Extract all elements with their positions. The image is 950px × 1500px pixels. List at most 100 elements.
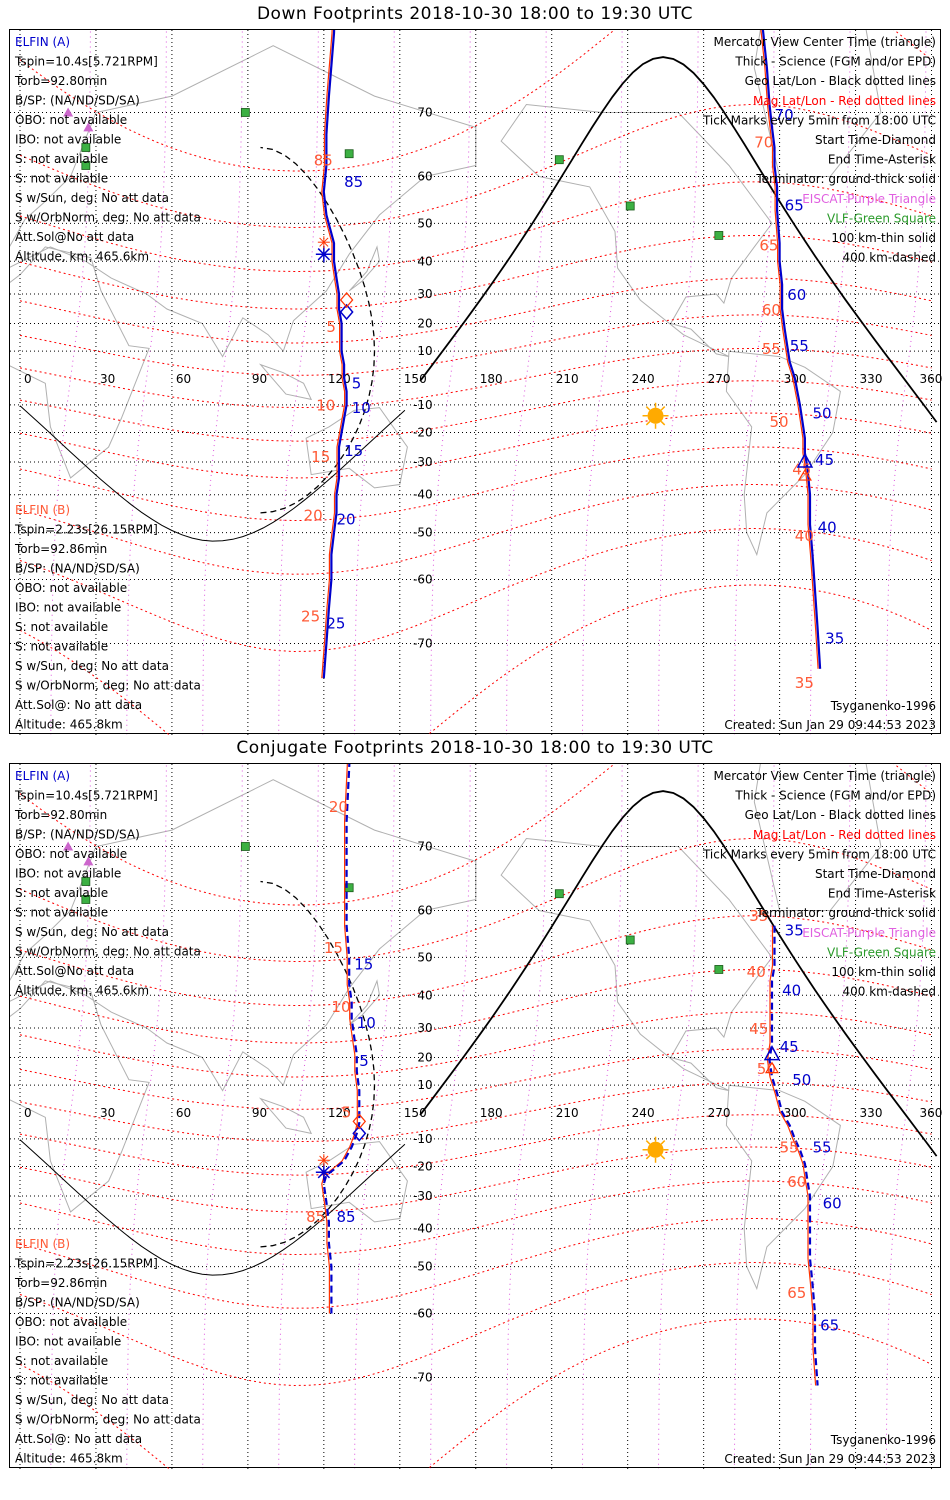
terminator-line xyxy=(419,56,938,423)
mag-footprint-track xyxy=(766,925,817,1386)
mag-tick-label: 10 xyxy=(331,998,350,1016)
mag-meridian xyxy=(733,764,775,1469)
footprint-100km-line xyxy=(19,1139,406,1276)
sun-icon xyxy=(647,407,664,424)
map-panel-conjugate: 0 30 60 90 120 150 180 210 240 270 300 330 360 70 60 50… xyxy=(9,763,942,1469)
footprint-400km-line xyxy=(260,146,376,514)
mag-tick-label: 85 xyxy=(306,1208,325,1226)
track-tick-label: 20 xyxy=(337,510,356,528)
legend-entry: Thick - Science (FGM and/or EPD) xyxy=(734,55,936,69)
vlf-site-square xyxy=(554,155,564,165)
legend-entry: Terminator: ground-thick solid xyxy=(755,172,936,186)
sun-ray xyxy=(645,406,651,411)
mag-tick-label: 55 xyxy=(780,1139,799,1157)
mag-tick-label: 60 xyxy=(787,1173,806,1191)
mag-tick-label: 45 xyxy=(792,461,811,479)
continent-outline xyxy=(10,246,150,479)
legend-entry: EISCAT-Purple Triangle xyxy=(802,192,936,206)
legend-entry: Mag Lat/Lon - Red dotted lines xyxy=(753,828,936,842)
elfin-b-info-line: S w/OrbNorm, deg: No att data xyxy=(15,1413,201,1427)
continent-outline xyxy=(348,245,381,292)
map-panel-down: 0 30 60 90 120 150 180 210 240 270 300 330 360 70 60 50… xyxy=(9,29,942,735)
center-time-triangle-icon xyxy=(797,468,812,481)
mag-footprint-track xyxy=(321,764,358,1314)
legend-entry: VLF-Green Square xyxy=(827,211,936,225)
vlf-site-square xyxy=(714,231,724,240)
continent-outline xyxy=(258,1097,313,1135)
mag-tick-label: 5 xyxy=(342,1103,352,1121)
mag-tick-label: 10 xyxy=(316,396,335,414)
mag-tick-label: 65 xyxy=(787,1284,806,1302)
eiscat-site-triangle xyxy=(63,107,74,117)
footprint-track-b xyxy=(761,30,822,669)
elfin-b-info-line: S: not available xyxy=(15,620,108,634)
lon-tick-label: 0 xyxy=(24,1106,32,1120)
elfin-a-info-line: S: not available xyxy=(15,152,108,166)
center-time-triangle-icon xyxy=(763,1045,781,1061)
elfin-a-info-line: Torb=92.80min xyxy=(14,74,107,88)
elfin-a-info-line: Tspin=10.4s[5.721RPM] xyxy=(14,789,158,803)
mag-parallel xyxy=(19,1114,932,1176)
lon-tick-label: 360 xyxy=(920,1106,942,1120)
mag-parallel xyxy=(19,1180,932,1256)
lon-tick-label: 60 xyxy=(176,1106,191,1120)
elfin-a-info-line: S w/OrbNorm, deg: No att data xyxy=(15,211,201,225)
lon-tick-label: 180 xyxy=(480,1106,503,1120)
elfin-b-info-line: Att.Sol@: No att data xyxy=(15,698,142,712)
vlf-site-square xyxy=(81,161,91,170)
mag-tick-label: 15 xyxy=(311,448,330,466)
track-tick-label: 5 xyxy=(359,1052,369,1070)
lon-tick-label: 360 xyxy=(920,372,942,386)
eiscat-site-triangle xyxy=(83,122,94,132)
mag-meridian xyxy=(582,30,623,735)
lat-tick-label: -60 xyxy=(413,1306,433,1320)
footprint-track-a xyxy=(322,30,348,679)
lat-tick-label: 10 xyxy=(417,344,432,358)
elfin-a-info-line: S: not available xyxy=(15,172,108,186)
track-tick-label: 60 xyxy=(787,286,806,304)
mag-meridian xyxy=(202,30,243,735)
mag-parallel xyxy=(19,1082,932,1142)
elfin-b-info-line: Torb=92.86min xyxy=(14,542,107,556)
sun-ray xyxy=(645,1140,651,1145)
legend-entry: End Time-Asterisk xyxy=(828,887,936,901)
center-time-triangle-icon xyxy=(796,452,814,468)
track-tick-label: 10 xyxy=(352,399,371,417)
elfin-b-info-line: Tspin=2.23s[26.15RPM] xyxy=(14,523,158,537)
mag-parallel xyxy=(19,103,932,229)
elfin-a-info-line: S: not available xyxy=(15,886,108,900)
mag-meridian xyxy=(658,30,699,735)
lat-tick-label: -40 xyxy=(413,1222,433,1236)
mag-parallel xyxy=(19,380,932,442)
track-tick-label: 35 xyxy=(825,630,844,648)
track-tick-label: 40 xyxy=(818,519,837,537)
lat-tick-label: -70 xyxy=(413,637,433,651)
lon-tick-label: 240 xyxy=(632,372,655,386)
mag-parallel xyxy=(19,412,932,479)
sun-ray xyxy=(645,1154,651,1160)
elfin-b-info-line: IBO: not available xyxy=(15,1335,121,1349)
start-diamond-icon xyxy=(352,1113,367,1130)
mag-parallel xyxy=(19,1318,932,1469)
legend-entry: Terminator: ground-thick solid xyxy=(755,906,936,920)
panel-title-down: Down Footprints 2018-10-30 18:00 to 19:3… xyxy=(256,4,694,24)
lon-tick-label: 240 xyxy=(632,1106,655,1120)
lon-tick-label: 150 xyxy=(404,372,427,386)
mag-meridian xyxy=(202,764,243,1469)
mag-tick-label: 40 xyxy=(795,527,814,545)
mag-parallel xyxy=(19,348,932,408)
lat-tick-label: -20 xyxy=(413,1160,433,1174)
legend-entry: VLF-Green Square xyxy=(827,945,936,959)
mag-tick-label: 65 xyxy=(759,237,778,255)
legend-entry: Geo Lat/Lon - Black dotted lines xyxy=(745,808,936,822)
continent-outline xyxy=(500,837,773,1092)
mag-parallel xyxy=(19,527,932,653)
lat-tick-label: -40 xyxy=(413,488,433,502)
track-tick-label: 15 xyxy=(354,955,373,973)
mag-parallel xyxy=(19,1048,932,1110)
lat-tick-label: -50 xyxy=(413,1260,433,1274)
continent-outline xyxy=(500,103,773,358)
track-tick-label: 55 xyxy=(790,337,809,355)
continent-outline xyxy=(10,980,150,1213)
elfin-b-info-line: Tspin=2.23s[26.15RPM] xyxy=(14,1257,158,1271)
